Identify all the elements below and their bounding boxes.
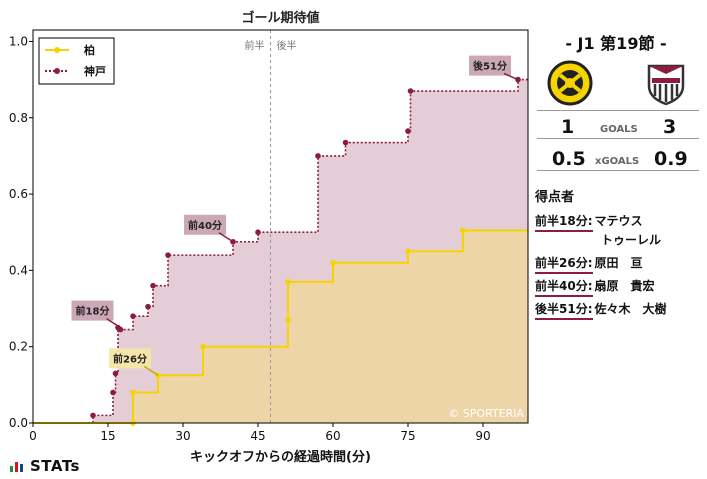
legend-label: 柏 [84, 43, 95, 57]
scorer-item: 前半40分: 扇原 貴宏 [535, 277, 655, 297]
y-tick-label: 0.8 [9, 111, 28, 125]
scorer-time: 後半51分: [535, 300, 593, 320]
vissel-crest-icon [647, 64, 685, 106]
xgoals-row: 0.5 xGOALS 0.9 [533, 148, 699, 172]
data-point [285, 317, 291, 323]
y-tick-label: 0.2 [9, 340, 28, 354]
annotation-arrow [503, 72, 519, 81]
scorers-heading: 得点者 [535, 190, 575, 205]
x-axis-label: キックオフからの経過時間(分) [190, 449, 371, 465]
data-point [460, 227, 466, 234]
data-point [165, 252, 171, 258]
kashiwa-crest-icon [547, 60, 593, 106]
divider [537, 170, 699, 171]
annotation-box [184, 214, 226, 235]
annotation-arrow [106, 317, 121, 329]
first-half-label: 前半 [245, 39, 265, 52]
data-point [285, 279, 291, 285]
data-point [255, 229, 261, 236]
y-tick-label: 1.0 [9, 34, 28, 48]
data-point [90, 412, 96, 419]
data-point [405, 248, 411, 255]
data-point [342, 139, 349, 146]
annotation-arrow [143, 365, 159, 376]
y-tick-label: 0.4 [9, 263, 28, 277]
annotation-label: 前40分 [188, 219, 222, 232]
legend-box [38, 37, 115, 85]
data-point [200, 343, 206, 350]
legend-marker [54, 47, 60, 53]
data-point [315, 153, 321, 159]
home-xgoals: 0.5 [552, 148, 586, 170]
annotation-label: 後51分 [473, 60, 507, 73]
watermark: © SPORTERIA [448, 407, 524, 420]
legend-marker [54, 68, 60, 74]
scorer-name: マテウス [594, 214, 643, 228]
x-tick-label: 60 [325, 429, 340, 443]
scorer-name: 佐々木 大樹 [594, 302, 667, 316]
x-tick-label: 75 [400, 429, 415, 443]
y-tick-label: 0.6 [9, 187, 28, 201]
xgoals-label: xGOALS [595, 156, 640, 167]
brand-label: STATs [30, 457, 80, 475]
annotation-box [71, 300, 114, 321]
x-tick-label: 90 [475, 429, 490, 443]
scorer-name-continued: トゥーレル [601, 233, 662, 247]
data-point [130, 313, 136, 319]
x-tick-label: 30 [175, 429, 190, 443]
data-point [110, 389, 116, 396]
data-point [405, 128, 411, 134]
divider [537, 110, 699, 111]
data-point [145, 303, 151, 310]
goals-label: GOALS [600, 124, 638, 135]
annotation-box [469, 55, 511, 76]
scorer-time: 前半40分: [535, 277, 593, 297]
stats-logo-icon [10, 462, 23, 472]
goals-row: 1 GOALS 3 [533, 116, 699, 140]
scorer-name: 原田 亘 [594, 256, 643, 270]
second-half-label: 後半 [277, 39, 297, 52]
plot-frame [32, 29, 529, 424]
data-point [130, 389, 136, 396]
data-point [150, 282, 156, 289]
x-tick-label: 45 [250, 429, 265, 443]
scorer-name: 扇原 貴宏 [594, 279, 655, 293]
data-point [112, 370, 119, 377]
annotation-label: 前26分 [113, 352, 147, 365]
data-point [330, 259, 336, 266]
scorer-time: 前半26分: [535, 254, 593, 274]
series-line-kobe [33, 78, 528, 424]
x-tick-label: 0 [29, 429, 37, 443]
divider [537, 138, 699, 139]
scorer-item: 前半26分: 原田 亘 [535, 254, 643, 274]
x-tick-label: 15 [100, 429, 115, 443]
match-title: - J1 第19節 - [565, 34, 667, 53]
data-point [117, 326, 124, 333]
scorer-time: 前半18分: [535, 212, 593, 232]
annotation-arrow [218, 232, 234, 243]
series-area-kashiwa [33, 230, 528, 423]
scorer-item: 後半51分: 佐々木 大樹 [535, 300, 667, 320]
scorer-item: 前半18分: マテウス [535, 212, 643, 232]
home-goals: 1 [561, 116, 575, 138]
annotation-box [109, 348, 151, 369]
annotation-label: 前18分 [76, 305, 110, 318]
away-goals: 3 [663, 116, 677, 138]
chart-title: ゴール期待値 [241, 10, 319, 26]
legend-label: 神戸 [84, 64, 106, 78]
away-xgoals: 0.9 [654, 148, 688, 170]
data-point [407, 88, 414, 94]
y-tick-label: 0.0 [9, 416, 28, 430]
